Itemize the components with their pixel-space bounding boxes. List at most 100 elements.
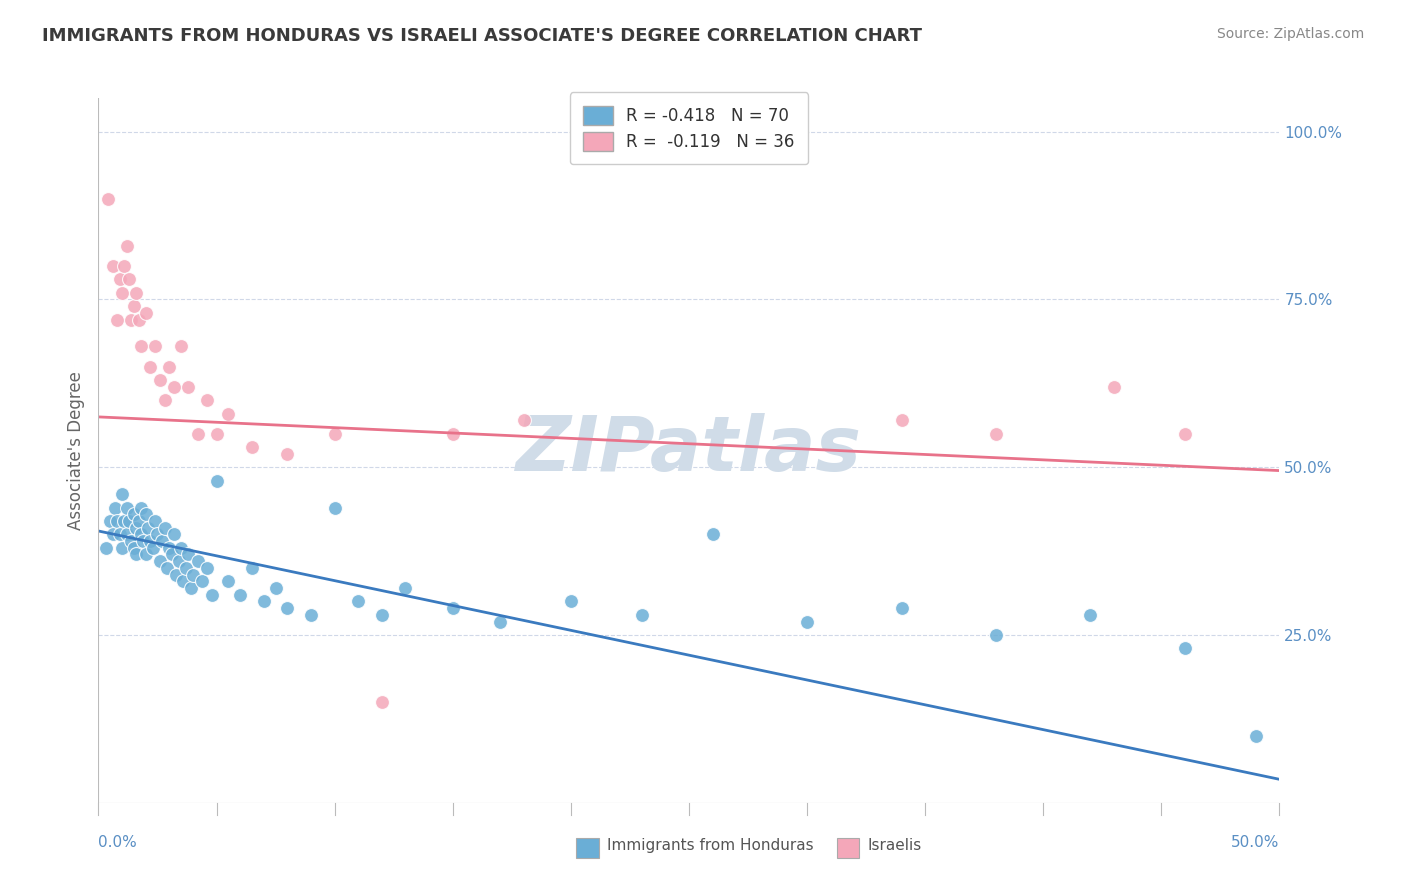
Point	[105, 312, 128, 326]
Point	[191, 574, 214, 589]
Point	[217, 407, 239, 421]
Point	[122, 299, 145, 313]
Point	[187, 426, 209, 441]
Point	[890, 413, 912, 427]
Point	[371, 607, 394, 622]
Point	[101, 259, 124, 273]
Point	[135, 548, 157, 562]
Point	[217, 574, 239, 589]
Point	[163, 527, 186, 541]
Point	[347, 594, 370, 608]
Point	[146, 527, 169, 541]
Point	[128, 514, 150, 528]
Point	[371, 695, 394, 709]
Text: ZIPatlas: ZIPatlas	[516, 414, 862, 487]
Point	[112, 514, 135, 528]
Point	[108, 272, 131, 286]
Point	[122, 541, 145, 555]
Point	[129, 527, 152, 541]
Point	[125, 548, 148, 562]
Point	[163, 380, 186, 394]
Point	[170, 541, 193, 555]
Point	[132, 534, 155, 549]
Point	[253, 594, 276, 608]
Point	[118, 272, 141, 286]
Point	[177, 548, 200, 562]
Point	[177, 380, 200, 394]
Point	[101, 527, 124, 541]
Point	[195, 561, 218, 575]
Point	[299, 607, 322, 622]
Point	[323, 500, 346, 515]
Point	[153, 521, 176, 535]
Point	[201, 588, 224, 602]
Point	[441, 601, 464, 615]
Point	[111, 541, 134, 555]
Point	[135, 306, 157, 320]
Point	[139, 359, 162, 374]
Point	[167, 554, 190, 568]
Text: Source: ZipAtlas.com: Source: ZipAtlas.com	[1216, 27, 1364, 41]
Point	[98, 514, 121, 528]
Point	[129, 339, 152, 353]
Point	[149, 373, 172, 387]
Point	[157, 541, 180, 555]
Point	[112, 259, 135, 273]
Point	[143, 339, 166, 353]
Point	[229, 588, 252, 602]
Point	[1102, 380, 1125, 394]
Point	[115, 500, 138, 515]
Point	[125, 521, 148, 535]
Point	[143, 514, 166, 528]
Point	[111, 285, 134, 300]
Point	[157, 359, 180, 374]
Point	[1080, 607, 1102, 622]
Point	[195, 393, 218, 408]
Y-axis label: Associate's Degree: Associate's Degree	[66, 371, 84, 530]
Text: 0.0%: 0.0%	[98, 836, 138, 850]
Text: Israelis: Israelis	[868, 838, 922, 853]
Point	[160, 548, 183, 562]
Point	[489, 615, 512, 629]
Point	[702, 527, 724, 541]
Point	[205, 474, 228, 488]
Point	[149, 554, 172, 568]
Text: 50.0%: 50.0%	[1232, 836, 1279, 850]
Point	[264, 581, 287, 595]
Point	[105, 514, 128, 528]
Point	[122, 507, 145, 521]
Point	[128, 312, 150, 326]
Point	[125, 285, 148, 300]
Point	[890, 601, 912, 615]
Text: IMMIGRANTS FROM HONDURAS VS ISRAELI ASSOCIATE'S DEGREE CORRELATION CHART: IMMIGRANTS FROM HONDURAS VS ISRAELI ASSO…	[42, 27, 922, 45]
Text: Immigrants from Honduras: Immigrants from Honduras	[607, 838, 814, 853]
Point	[142, 541, 165, 555]
Point	[139, 534, 162, 549]
Point	[129, 500, 152, 515]
Point	[156, 561, 179, 575]
Point	[984, 426, 1007, 441]
Point	[174, 561, 197, 575]
Point	[150, 534, 173, 549]
Point	[97, 192, 120, 206]
Point	[111, 487, 134, 501]
Point	[115, 239, 138, 253]
Point	[172, 574, 194, 589]
Point	[630, 607, 652, 622]
Point	[1174, 426, 1197, 441]
Point	[121, 534, 143, 549]
Point	[135, 507, 157, 521]
Point	[94, 541, 117, 555]
Point	[205, 426, 228, 441]
Point	[180, 581, 202, 595]
Point	[560, 594, 582, 608]
Point	[170, 339, 193, 353]
Point	[240, 440, 263, 454]
Point	[1174, 641, 1197, 656]
Point	[153, 393, 176, 408]
Point	[512, 413, 534, 427]
Point	[136, 521, 159, 535]
Point	[104, 500, 127, 515]
Point	[276, 447, 298, 461]
Point	[323, 426, 346, 441]
